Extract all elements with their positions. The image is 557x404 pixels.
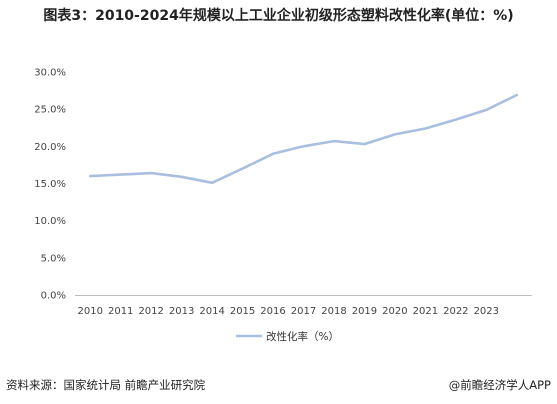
series-group: [88, 93, 519, 185]
x-tick-label: 2015: [230, 306, 255, 317]
source-note: 资料来源：国家统计局 前瞻产业研究院: [6, 378, 206, 392]
x-tick-label: 2013: [169, 306, 194, 317]
line-chart: 0.0%5.0%10.0%15.0%20.0%25.0%30.0% 2010 20…: [34, 68, 532, 343]
x-axis: 2010 2011 2012 2013 2014 2015 2016 2017 2018 2019…: [75, 295, 532, 317]
brand-label: @前瞻经济学人APP: [448, 378, 551, 392]
y-tick-label: 10.0%: [34, 216, 66, 227]
y-axis: 0.0% 5.0% 10.0% 15.0% 20.0% 25.0% 30.0%: [34, 68, 66, 302]
y-tick-label: 5.0%: [41, 253, 66, 264]
y-tick-label: 0.0%: [41, 291, 66, 302]
x-tick-label: 2016: [260, 306, 285, 317]
series-line: [88, 93, 519, 185]
y-tick-label: 30.0%: [34, 68, 66, 79]
y-tick-label: 25.0%: [34, 105, 66, 116]
x-tick-label: 2018: [321, 306, 346, 317]
y-tick-label: 15.0%: [34, 179, 66, 190]
x-tick-label: 2020: [382, 306, 407, 317]
legend: 改性化率（%）: [236, 330, 339, 343]
x-tick-label: 2011: [108, 306, 133, 317]
x-tick-label: 2021: [413, 306, 438, 317]
y-tick-label: 20.0%: [34, 142, 66, 153]
x-tick-label: 2010: [78, 306, 103, 317]
x-tick-label: 2019: [352, 306, 377, 317]
chart-title: 图表3：2010-2024年规模以上工业企业初级形态塑料改性化率(单位：%): [43, 8, 514, 24]
legend-label: 改性化率（%）: [266, 330, 339, 343]
x-tick-label: 2012: [138, 306, 163, 317]
x-tick-label: 2022: [443, 306, 468, 317]
x-tick-label: 2023: [474, 306, 499, 317]
x-tick-label: 2014: [199, 306, 224, 317]
x-tick-label: 2017: [291, 306, 316, 317]
